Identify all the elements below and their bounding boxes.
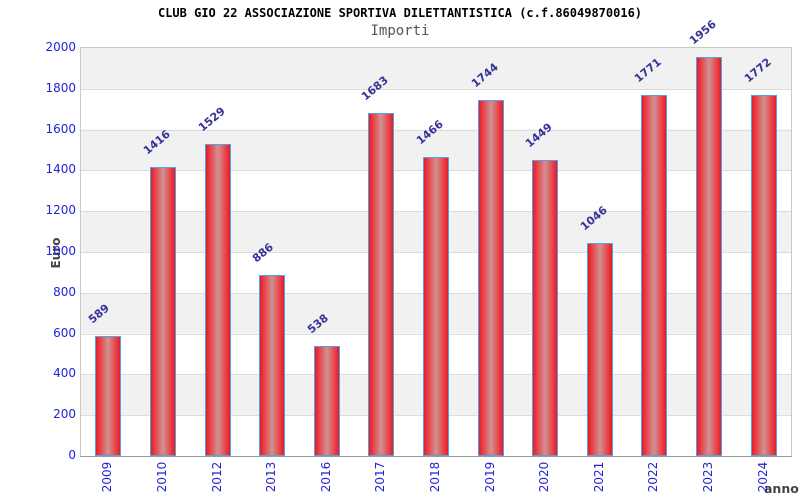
y-axis-tick-label: 800 bbox=[53, 284, 76, 299]
x-axis-tick-label: 2017 bbox=[373, 461, 388, 493]
x-axis-tick-label: 2009 bbox=[100, 461, 115, 493]
y-axis-tick-label: 400 bbox=[53, 366, 76, 381]
x-axis-label: anno bbox=[764, 481, 799, 496]
bar-2018 bbox=[423, 156, 449, 456]
bar-2013 bbox=[259, 275, 286, 456]
bar-2024 bbox=[750, 94, 777, 456]
bar-2016 bbox=[313, 346, 340, 456]
x-axis-tick-label: 2010 bbox=[154, 461, 169, 493]
bar-2012 bbox=[204, 144, 231, 456]
x-axis-tick-label: 2024 bbox=[755, 461, 770, 493]
y-axis-tick-label: 1400 bbox=[45, 162, 76, 177]
y-axis-tick-label: 2000 bbox=[45, 40, 76, 54]
x-axis-tick-label: 2019 bbox=[482, 461, 497, 493]
x-axis-tick-label: 2020 bbox=[537, 461, 552, 493]
plot-area bbox=[80, 47, 792, 457]
x-axis-tick-label: 2023 bbox=[701, 461, 716, 493]
y-axis-tick-label: 1200 bbox=[45, 203, 76, 218]
gridline bbox=[81, 129, 791, 131]
bar-2020 bbox=[532, 160, 559, 456]
chart-subtitle: Importi bbox=[370, 23, 430, 39]
bar-2023 bbox=[696, 56, 723, 456]
bar-2009 bbox=[95, 335, 122, 456]
y-axis-tick-label: 0 bbox=[68, 448, 76, 462]
bar-2021 bbox=[586, 242, 613, 456]
x-axis-tick-label: 2022 bbox=[646, 461, 661, 493]
y-axis-tick-label: 1800 bbox=[45, 80, 76, 95]
x-axis-tick-label: 2013 bbox=[264, 461, 279, 493]
x-axis-tick-label: 2012 bbox=[209, 461, 224, 493]
y-axis-tick-label: 600 bbox=[53, 325, 76, 340]
gridline bbox=[81, 88, 791, 90]
y-axis-tick-label: 1000 bbox=[45, 244, 76, 258]
bar-2017 bbox=[368, 112, 395, 456]
y-axis-tick-label: 200 bbox=[53, 407, 76, 422]
x-axis-tick-label: 2018 bbox=[428, 461, 442, 493]
bar-2019 bbox=[477, 100, 504, 456]
x-axis-tick-label: 2016 bbox=[318, 461, 333, 493]
chart-title: CLUB GIO 22 ASSOCIAZIONE SPORTIVA DILETT… bbox=[157, 6, 643, 20]
bar-2022 bbox=[641, 94, 668, 456]
y-axis-tick-label: 1600 bbox=[45, 121, 76, 136]
x-axis-tick-label: 2021 bbox=[591, 461, 606, 493]
bar-2010 bbox=[149, 167, 176, 456]
